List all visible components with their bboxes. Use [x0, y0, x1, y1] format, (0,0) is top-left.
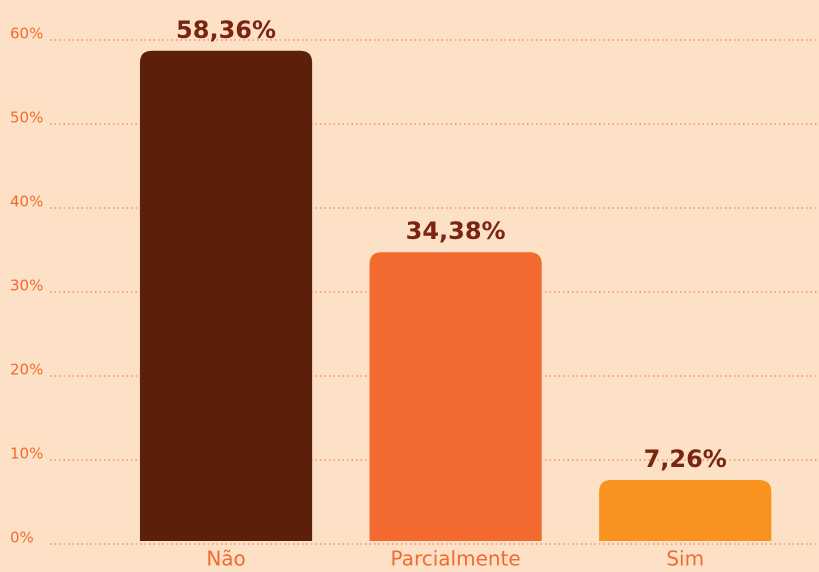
value-label: 58,36% [176, 16, 276, 44]
y-tick-label: 30% [10, 277, 43, 295]
value-label: 7,26% [644, 445, 727, 473]
value-label: 34,38% [406, 217, 506, 245]
y-tick-label: 0% [10, 529, 34, 547]
y-tick-label: 40% [10, 193, 43, 211]
y-tick-label: 20% [10, 361, 43, 379]
x-tick-label: Parcialmente [391, 547, 521, 571]
y-tick-label: 60% [10, 25, 43, 43]
bar [369, 252, 542, 541]
y-tick-label: 50% [10, 109, 43, 127]
bar [599, 480, 772, 541]
x-tick-label: Sim [666, 547, 704, 571]
y-tick-label: 10% [10, 445, 43, 463]
bar [139, 50, 313, 541]
x-tick-label: Não [206, 547, 245, 571]
